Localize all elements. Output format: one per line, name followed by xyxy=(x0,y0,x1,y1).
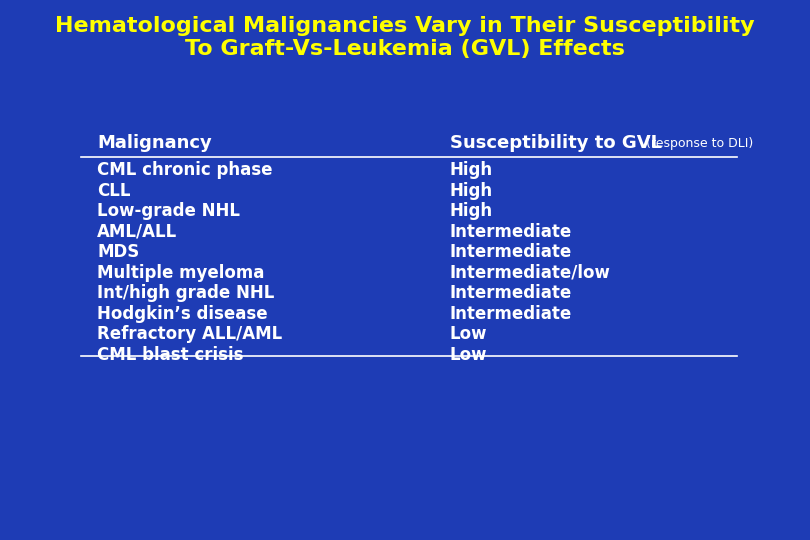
Text: Intermediate: Intermediate xyxy=(450,305,572,323)
Text: High: High xyxy=(450,161,492,179)
Text: High: High xyxy=(450,181,492,200)
Text: (response to DLI): (response to DLI) xyxy=(642,137,753,150)
Text: MDS: MDS xyxy=(97,243,139,261)
Text: Multiple myeloma: Multiple myeloma xyxy=(97,264,265,282)
Text: Susceptibility to GVL: Susceptibility to GVL xyxy=(450,134,662,152)
Text: Malignancy: Malignancy xyxy=(97,134,212,152)
Text: AML/ALL: AML/ALL xyxy=(97,222,177,241)
Text: Low-grade NHL: Low-grade NHL xyxy=(97,202,241,220)
Text: Hodgkin’s disease: Hodgkin’s disease xyxy=(97,305,268,323)
Text: Intermediate: Intermediate xyxy=(450,284,572,302)
Text: Hematological Malignancies Vary in Their Susceptibility
To Graft-Vs-Leukemia (GV: Hematological Malignancies Vary in Their… xyxy=(55,16,755,59)
Text: CML chronic phase: CML chronic phase xyxy=(97,161,273,179)
Text: Low: Low xyxy=(450,325,487,343)
Text: Intermediate: Intermediate xyxy=(450,222,572,241)
Text: CML blast crisis: CML blast crisis xyxy=(97,346,244,364)
Text: Refractory ALL/AML: Refractory ALL/AML xyxy=(97,325,283,343)
Text: Intermediate/low: Intermediate/low xyxy=(450,264,611,282)
Text: CLL: CLL xyxy=(97,181,130,200)
Text: High: High xyxy=(450,202,492,220)
Text: Int/high grade NHL: Int/high grade NHL xyxy=(97,284,275,302)
Text: Intermediate: Intermediate xyxy=(450,243,572,261)
Text: Low: Low xyxy=(450,346,487,364)
